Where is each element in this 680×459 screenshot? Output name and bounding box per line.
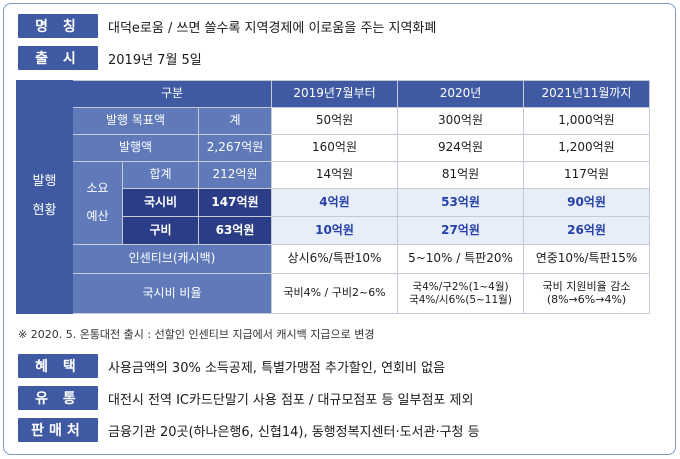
cell-ratio-2019: 국비4% / 구비2~6% [271,273,398,314]
cell-target-2020: 300억원 [397,107,524,135]
launch-value: 2019년 7월 5일 [108,52,202,68]
issuance-table: 발행 현황 구분 2019년7월부터 2020년 2021년11월까지 발행 목표… [16,80,650,314]
cell-district-2019: 10억원 [271,216,398,245]
row-sub-national: 147억원 [198,188,272,217]
cell-incentive-2021: 연중10%/특판15% [523,244,650,274]
row-sub-district: 63억원 [198,216,272,245]
cell-ratio-2020: 국4%/구2%(1~4월) 국4%/시6%(5~11월) [397,273,524,314]
row-label-total: 합계 [122,161,199,189]
header-2020: 2020년 [397,80,524,108]
name-label: 명 칭 [18,14,98,38]
header-category: 구분 [72,80,272,108]
header-2021: 2021년11월까지 [523,80,650,108]
cell-total-2020: 81억원 [397,161,524,189]
cell-national-2020: 53억원 [397,188,524,217]
row-label-ratio: 국시비 비율 [72,273,272,314]
row-label-issued: 발행액 [72,134,199,162]
cell-national-2019: 4억원 [271,188,398,217]
header-2019: 2019년7월부터 [271,80,398,108]
row-label-budget: 소요 예산 [72,161,123,245]
table-row: 소요 예산 합계 212억원 14억원 81억원 117억원 [17,161,650,245]
seller-label: 판매처 [18,418,98,442]
cell-district-2021: 26억원 [523,216,650,245]
cell-issued-2020: 924억원 [397,134,524,162]
cell-national-2021: 90억원 [523,188,650,217]
footnote: ※ 2020. 5. 온통대전 출시 : 선할인 인센티브 지급에서 캐시백 지… [18,328,375,341]
side-label-status: 발행 현황 [16,80,73,314]
cell-district-2020: 27억원 [397,216,524,245]
cell-incentive-2020: 5~10% / 특판20% [397,244,524,274]
row-sub-target: 계 [198,107,272,135]
row-sub-issued: 2,267억원 [198,134,272,162]
cell-target-2019: 50억원 [271,107,398,135]
name-value: 대덕e로움 / 쓰면 쓸수록 지역경제에 이로움을 주는 지역화폐 [108,20,437,36]
table-row: 국시비 147억원 4억원 53억원 90억원 [17,188,650,217]
cell-total-2021: 117억원 [523,161,650,189]
distribution-value: 대전시 전역 IC카드단말기 사용 점포 / 대규모점포 등 일부점포 제외 [108,392,474,408]
cell-issued-2019: 160억원 [271,134,398,162]
row-label-district: 구비 [122,216,199,245]
row-sub-total: 212억원 [198,161,272,189]
table-header-row: 발행 현황 구분 2019년7월부터 2020년 2021년11월까지 [16,80,650,314]
benefit-label: 혜 택 [18,354,98,378]
table-row: 구비 63억원 10억원 27억원 26억원 [17,216,650,245]
benefit-value: 사용금액의 30% 소득공제, 특별가맹점 추가할인, 연회비 없음 [108,360,446,376]
info-card: 명 칭 대덕e로움 / 쓰면 쓸수록 지역경제에 이로움을 주는 지역화폐 출 … [3,3,676,455]
row-label-national: 국시비 [122,188,199,217]
cell-total-2019: 14억원 [271,161,398,189]
row-label-incentive: 인센티브(캐시백) [72,244,272,274]
cell-issued-2021: 1,200억원 [523,134,650,162]
row-label-target: 발행 목표액 [72,107,199,135]
table-row: 발행 목표액 계 50억원 300억원 1,000억원 [17,107,650,135]
cell-incentive-2019: 상시6%/특판10% [271,244,398,274]
table-row: 발행액 2,267억원 160억원 924억원 1,200억원 [17,134,650,162]
cell-target-2021: 1,000억원 [523,107,650,135]
distribution-label: 유 통 [18,386,98,410]
table-row: 인센티브(캐시백) 상시6%/특판10% 5~10% / 특판20% 연중10%… [17,244,650,274]
table-row: 국시비 비율 국비4% / 구비2~6% 국4%/구2%(1~4월) 국4%/시6… [17,273,650,314]
cell-ratio-2021: 국비 지원비율 감소 (8%→6%→4%) [523,273,650,314]
launch-label: 출 시 [18,46,98,70]
seller-value: 금융기관 20곳(하나은행6, 신협14), 동행정복지센터·도서관·구청 등 [108,424,480,440]
